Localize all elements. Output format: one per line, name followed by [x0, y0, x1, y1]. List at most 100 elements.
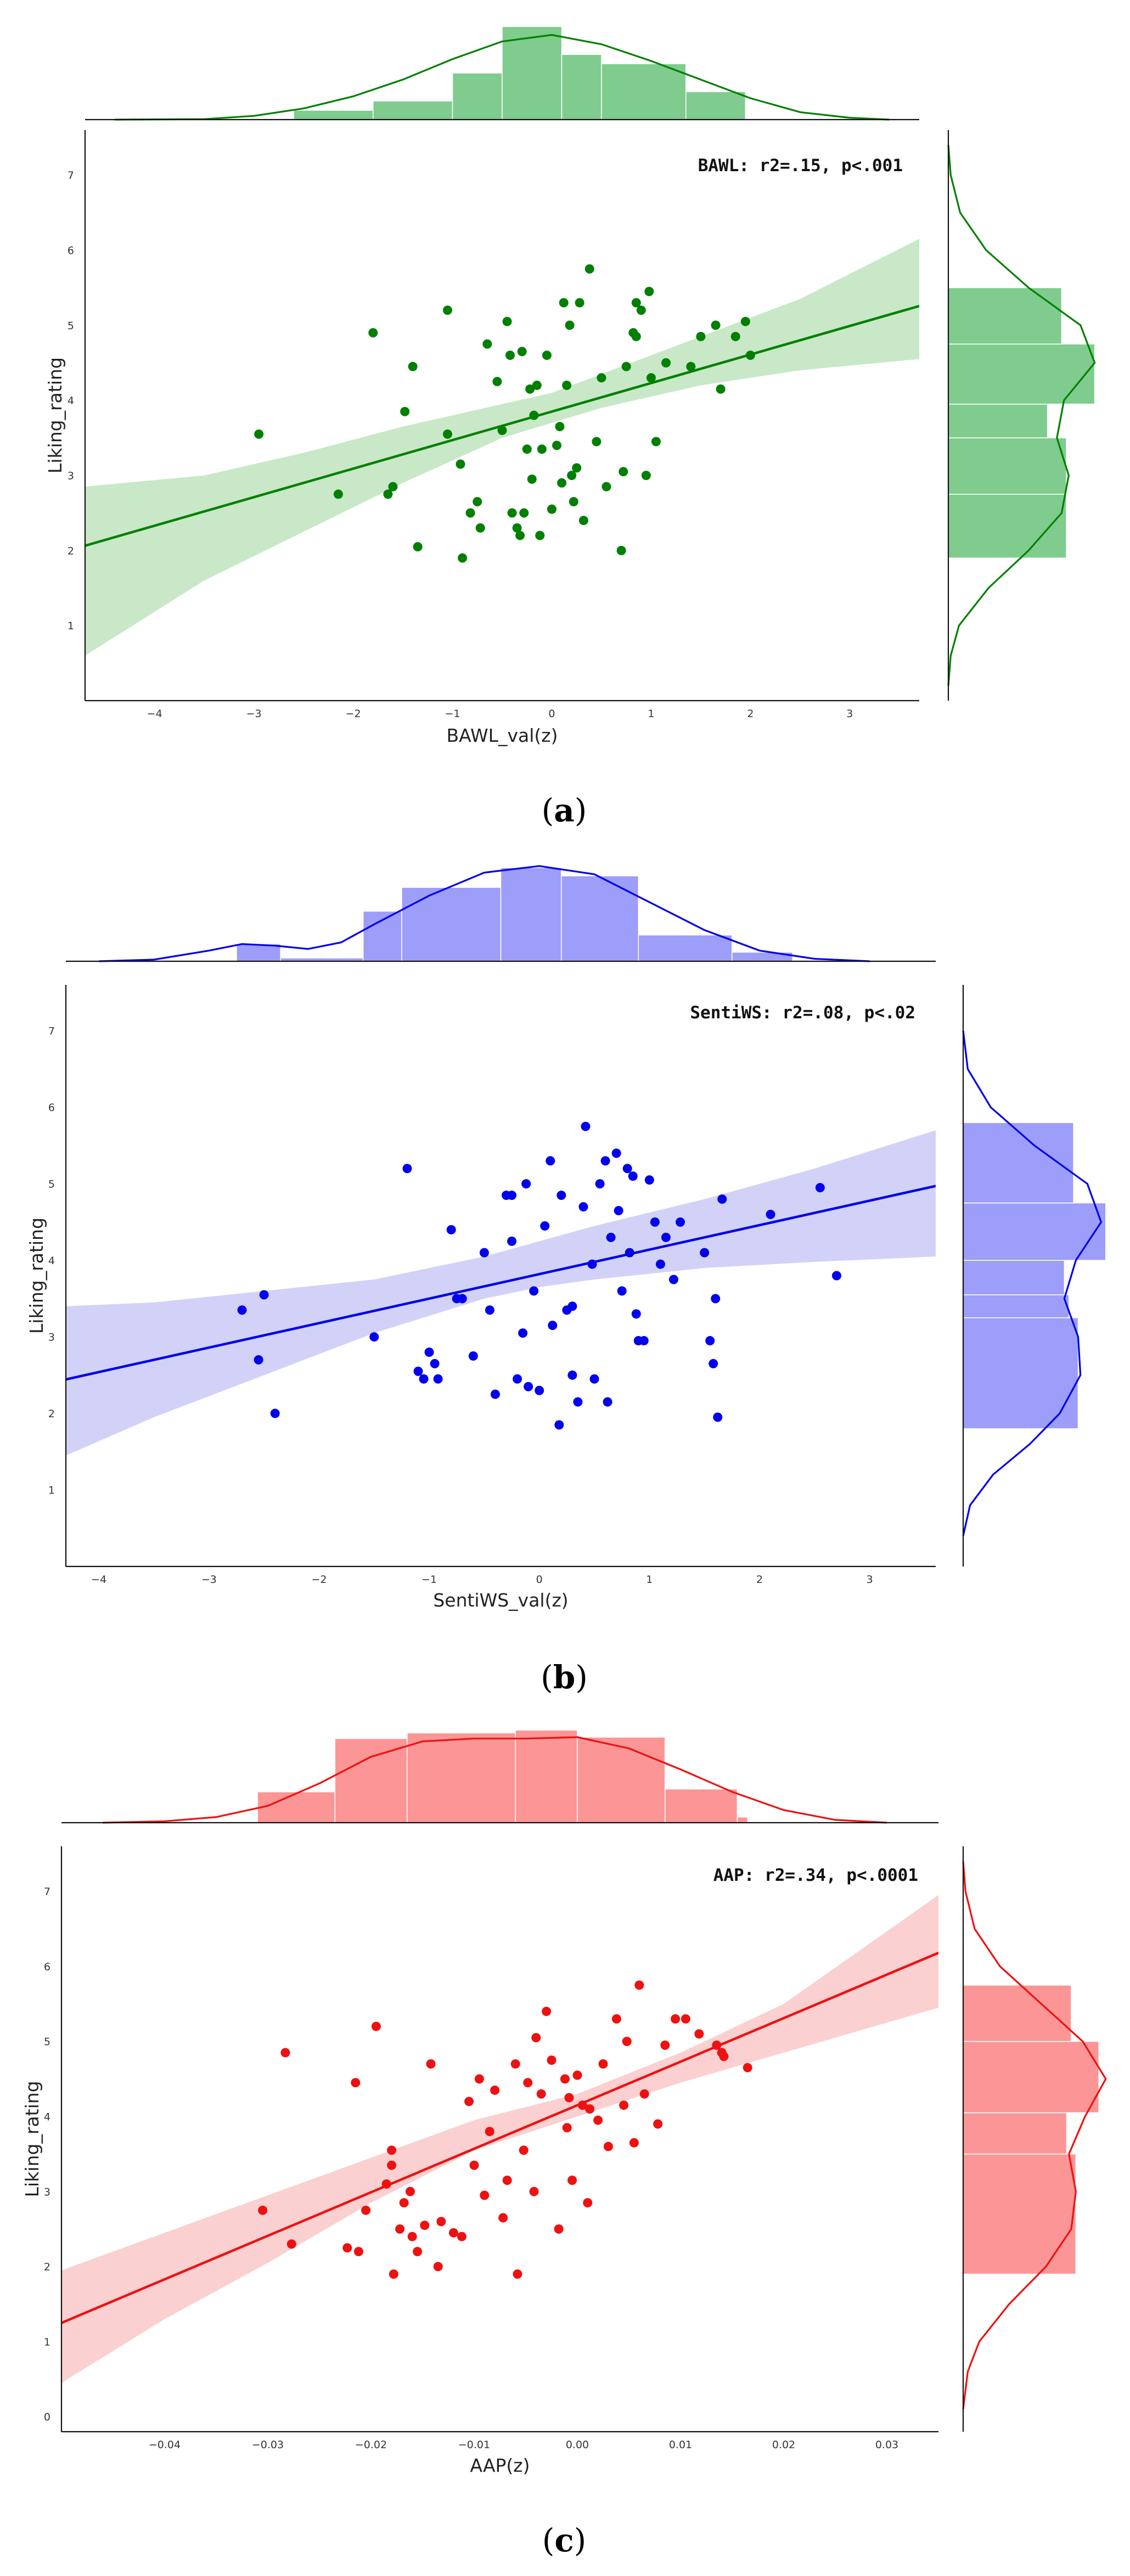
y-tick-label: 1: [68, 620, 74, 632]
data-point: [650, 1217, 660, 1227]
caption-letter: a: [554, 792, 575, 829]
caption-open-paren: (: [541, 1659, 553, 1696]
data-point: [552, 441, 562, 450]
data-point: [442, 429, 452, 439]
y-tick-label: 3: [68, 470, 74, 482]
x-tick-label: −3: [201, 1574, 217, 1586]
data-point: [709, 1359, 718, 1368]
caption-letter: b: [553, 1659, 576, 1696]
data-point: [616, 545, 626, 555]
data-point: [546, 1156, 555, 1166]
data-point: [578, 1202, 588, 1211]
data-point: [598, 2059, 608, 2069]
data-point: [399, 2198, 409, 2208]
top-hist-bar: [293, 110, 374, 120]
data-point: [259, 1290, 269, 1300]
data-point: [419, 1374, 429, 1384]
data-point: [490, 1389, 500, 1399]
data-point: [584, 264, 594, 274]
data-point: [700, 1248, 710, 1258]
data-point: [631, 298, 641, 308]
data-point: [548, 1321, 558, 1331]
y-tick-label: 6: [48, 1102, 55, 1114]
data-point: [743, 2063, 752, 2073]
data-point: [639, 2089, 649, 2099]
right-marginal-b: [962, 985, 1106, 1566]
top-hist-bar: [407, 1732, 516, 1823]
data-point: [603, 1397, 612, 1407]
y-tick-label: 1: [48, 1485, 55, 1497]
data-point: [475, 523, 485, 533]
data-point: [636, 305, 646, 315]
top-hist-bar: [665, 1788, 738, 1823]
x-tick-label: 0: [548, 708, 555, 720]
top-hist-bar: [601, 63, 687, 120]
data-point: [286, 2239, 296, 2249]
data-point: [611, 2014, 621, 2024]
data-point: [361, 2205, 371, 2215]
data-point: [420, 2220, 430, 2230]
data-point: [629, 2138, 639, 2147]
data-point: [577, 2100, 587, 2110]
y-tick-label: 0: [44, 2411, 50, 2423]
data-point: [740, 317, 750, 326]
x-axis-label: AAP(z): [470, 2455, 530, 2476]
data-point: [569, 497, 578, 506]
right-marginal-a: [947, 130, 1096, 701]
data-point: [536, 2089, 546, 2099]
data-point: [497, 425, 507, 435]
data-point: [351, 2078, 361, 2088]
data-point: [567, 2175, 577, 2185]
data-point: [603, 2141, 613, 2151]
top-kde-curve: [99, 865, 870, 962]
right-hist-bar: [948, 403, 1048, 438]
x-tick-label: −0.01: [458, 2439, 490, 2451]
data-point: [515, 531, 525, 540]
data-point: [597, 373, 606, 383]
data-point: [641, 470, 651, 480]
data-point: [601, 482, 611, 492]
data-point: [502, 317, 512, 326]
top-hist-bar: [334, 1738, 408, 1823]
data-point: [389, 2269, 398, 2279]
data-point: [644, 1175, 654, 1185]
data-point: [745, 351, 755, 360]
y-tick-label: 4: [68, 395, 74, 407]
right-hist-bar: [963, 1294, 1070, 1318]
y-tick-label: 2: [68, 545, 74, 557]
data-point: [651, 437, 661, 447]
data-point: [413, 2247, 423, 2257]
data-point: [433, 1374, 443, 1384]
data-point: [547, 2055, 556, 2065]
data-point: [694, 2029, 704, 2039]
stats-annotation: SentiWS: r2=.08, p<.02: [690, 1003, 915, 1023]
x-tick-label: −1: [445, 708, 460, 720]
y-axis-label: Liking_rating: [21, 2081, 43, 2197]
data-point: [518, 1328, 528, 1338]
y-tick-label: 3: [44, 2186, 50, 2198]
regression-line: [66, 1185, 936, 1381]
data-point: [567, 470, 577, 480]
data-point: [554, 1420, 564, 1430]
data-point: [815, 1183, 825, 1193]
data-point: [660, 2040, 670, 2050]
data-point: [614, 1205, 623, 1215]
data-point: [458, 553, 468, 563]
x-axis-label: BAWL_val(z): [447, 725, 558, 746]
data-point: [595, 1179, 605, 1189]
data-point: [485, 2127, 494, 2137]
top-hist-bar: [257, 1791, 335, 1823]
data-point: [353, 2247, 363, 2257]
right-hist-bar: [963, 2040, 1099, 2113]
data-point: [400, 407, 410, 416]
data-point: [527, 474, 537, 484]
data-point: [653, 2119, 663, 2129]
data-point: [368, 328, 378, 337]
data-point: [644, 286, 654, 296]
data-point: [592, 437, 601, 447]
caption-close-paren: ): [574, 2522, 587, 2559]
x-tick-label: 0.02: [772, 2439, 795, 2451]
data-point: [562, 2123, 572, 2133]
right-hist-bar: [963, 1202, 1106, 1261]
x-tick-label: −0.03: [252, 2439, 284, 2451]
